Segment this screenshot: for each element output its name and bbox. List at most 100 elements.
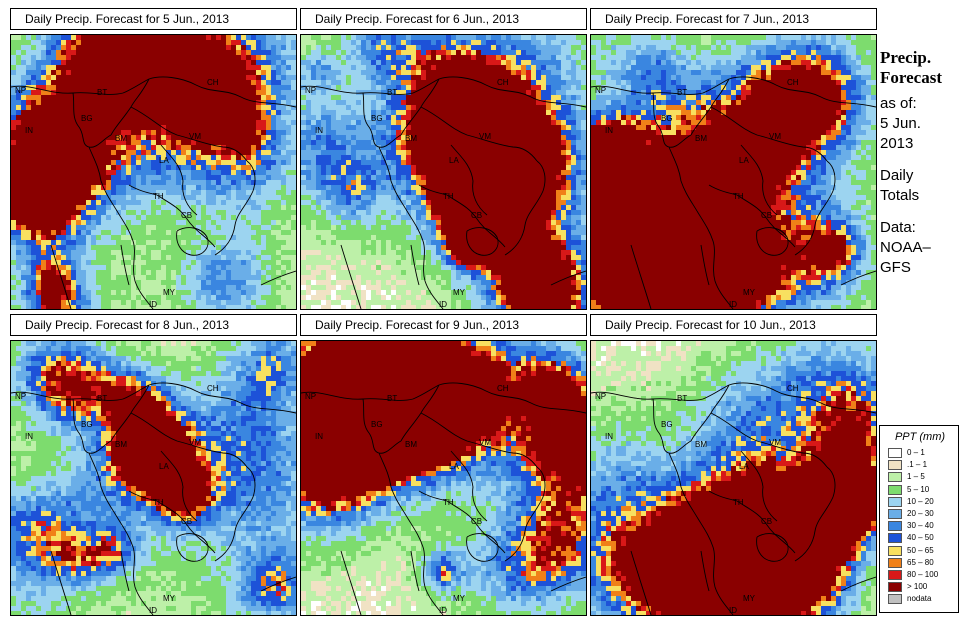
country-label: CB bbox=[181, 211, 192, 220]
country-label: BT bbox=[387, 88, 397, 97]
legend-label: 65 – 80 bbox=[907, 557, 934, 567]
country-label: VM bbox=[479, 438, 491, 447]
country-label: BG bbox=[371, 420, 383, 429]
legend-swatch bbox=[888, 496, 902, 507]
country-label: BG bbox=[661, 114, 673, 123]
forecast-panel-jun5: Daily Precip. Forecast for 5 Jun., 2013 … bbox=[10, 8, 297, 310]
country-label: BM bbox=[115, 134, 127, 143]
country-label: MY bbox=[163, 594, 176, 603]
precip-grid: NP BT IN BG CH BM VM LA TH CB MY ID bbox=[301, 341, 586, 615]
country-label: TH bbox=[443, 192, 454, 201]
country-borders bbox=[11, 382, 296, 615]
country-borders bbox=[301, 382, 586, 615]
country-label: LA bbox=[449, 156, 459, 165]
country-label: ID bbox=[149, 300, 157, 309]
asof-date: 5 Jun. bbox=[880, 115, 921, 132]
legend-swatch bbox=[888, 582, 902, 593]
precip-map: NP BT IN BG CH BM VM LA TH CB MY ID bbox=[300, 34, 587, 310]
forecast-panel-jun9: Daily Precip. Forecast for 9 Jun., 2013 … bbox=[300, 314, 587, 616]
country-label: BG bbox=[661, 420, 673, 429]
country-label: ID bbox=[439, 606, 447, 615]
country-label: CB bbox=[471, 517, 482, 526]
legend-swatch bbox=[888, 460, 902, 471]
precip-grid: NP BT IN BG CH BM VM LA TH CB MY ID bbox=[591, 35, 876, 309]
country-label: BM bbox=[405, 134, 417, 143]
legend-swatch bbox=[888, 557, 902, 568]
country-label: MY bbox=[453, 288, 466, 297]
legend-label: > 100 bbox=[907, 582, 928, 592]
country-label: IN bbox=[25, 126, 33, 135]
country-label: ID bbox=[729, 606, 737, 615]
country-label: ID bbox=[729, 300, 737, 309]
country-label: BT bbox=[97, 88, 107, 97]
country-label: VM bbox=[189, 132, 201, 141]
legend-label: nodata bbox=[907, 594, 932, 604]
country-label: IN bbox=[315, 126, 323, 135]
country-label: LA bbox=[159, 462, 169, 471]
country-label: MY bbox=[743, 288, 756, 297]
forecast-panel-jun7: Daily Precip. Forecast for 7 Jun., 2013 … bbox=[590, 8, 877, 310]
country-label: BT bbox=[677, 394, 687, 403]
country-label: ID bbox=[439, 300, 447, 309]
precip-grid: NP BT IN BG CH BM VM LA TH CB MY ID bbox=[301, 35, 586, 309]
country-label: CH bbox=[787, 78, 799, 87]
panel-title: Daily Precip. Forecast for 6 Jun., 2013 bbox=[300, 8, 587, 30]
legend-swatch bbox=[888, 521, 902, 532]
legend-label: 40 – 50 bbox=[907, 533, 934, 543]
forecast-panel-jun10: Daily Precip. Forecast for 10 Jun., 2013… bbox=[590, 314, 877, 616]
country-label: CB bbox=[761, 517, 772, 526]
legend-label: 1 – 5 bbox=[907, 472, 925, 482]
country-label: MY bbox=[743, 594, 756, 603]
legend-swatch bbox=[888, 594, 902, 605]
country-label: NP bbox=[595, 86, 606, 95]
precip-map: NP BT IN BG CH BM VM LA TH CB MY ID bbox=[10, 34, 297, 310]
country-label: BM bbox=[695, 134, 707, 143]
country-borders bbox=[591, 382, 876, 615]
data-label: Data: bbox=[880, 219, 916, 236]
legend-title: PPT (mm) bbox=[894, 431, 946, 443]
legend-label: 20 – 30 bbox=[907, 509, 934, 518]
legend-label: .1 – 1 bbox=[907, 460, 928, 470]
country-label: NP bbox=[305, 392, 316, 401]
country-label: TH bbox=[733, 498, 744, 507]
precip-legend: PPT (mm) 0 – 1 .1 – 1 1 – 5 5 – 10 10 – 20 20… bbox=[879, 425, 959, 613]
country-label: LA bbox=[449, 462, 459, 471]
legend-swatch bbox=[888, 545, 902, 556]
country-borders bbox=[301, 76, 586, 309]
country-label: BM bbox=[695, 440, 707, 449]
legend-label: 80 – 100 bbox=[907, 570, 939, 579]
sidebar-title-1: Precip. bbox=[880, 48, 932, 67]
country-label: TH bbox=[153, 192, 164, 201]
country-label: TH bbox=[733, 192, 744, 201]
country-borders bbox=[591, 76, 876, 309]
forecast-panel-jun6: Daily Precip. Forecast for 6 Jun., 2013 … bbox=[300, 8, 587, 310]
precip-map: NP BT IN BG CH BM VM LA TH CB MY ID bbox=[10, 340, 297, 616]
panel-title: Daily Precip. Forecast for 7 Jun., 2013 bbox=[590, 8, 877, 30]
country-label: CH bbox=[787, 384, 799, 393]
legend-label: 30 – 40 bbox=[907, 521, 934, 531]
country-label: BT bbox=[387, 394, 397, 403]
forecast-panel-jun8: Daily Precip. Forecast for 8 Jun., 2013 … bbox=[10, 314, 297, 616]
legend-label: 50 – 65 bbox=[907, 545, 934, 555]
country-label: IN bbox=[605, 126, 613, 135]
country-label: CB bbox=[471, 211, 482, 220]
country-label: LA bbox=[739, 156, 749, 165]
legend-swatch bbox=[888, 533, 902, 544]
data-source-1: NOAA– bbox=[880, 239, 931, 256]
country-label: BM bbox=[405, 440, 417, 449]
country-label: BG bbox=[371, 114, 383, 123]
country-label: LA bbox=[159, 156, 169, 165]
panel-title: Daily Precip. Forecast for 9 Jun., 2013 bbox=[300, 314, 587, 336]
legend-swatch bbox=[888, 570, 902, 580]
asof-year: 2013 bbox=[880, 135, 914, 152]
country-label: IN bbox=[315, 432, 323, 441]
data-source-2: GFS bbox=[880, 259, 911, 276]
precip-grid: NP BT IN BG CH BM VM LA TH CB MY ID bbox=[11, 35, 296, 309]
country-label: BT bbox=[677, 88, 687, 97]
legend-swatch bbox=[888, 509, 902, 519]
legend-label: 10 – 20 bbox=[907, 496, 934, 506]
country-label: BG bbox=[81, 114, 93, 123]
country-label: NP bbox=[15, 392, 26, 401]
country-label: VM bbox=[189, 438, 201, 447]
asof-label: as of: bbox=[880, 95, 917, 112]
